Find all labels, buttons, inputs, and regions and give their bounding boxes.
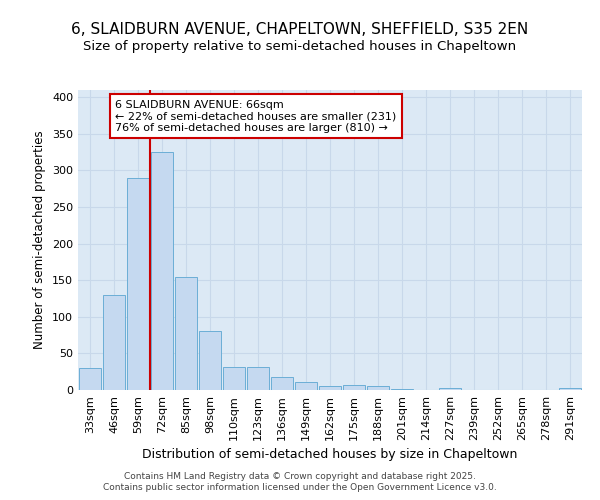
Bar bbox=[343, 385, 365, 390]
Bar bbox=[103, 295, 125, 390]
Bar bbox=[559, 388, 581, 390]
Bar bbox=[439, 388, 461, 390]
Text: Size of property relative to semi-detached houses in Chapeltown: Size of property relative to semi-detach… bbox=[83, 40, 517, 53]
Text: Contains HM Land Registry data © Crown copyright and database right 2025.
Contai: Contains HM Land Registry data © Crown c… bbox=[103, 472, 497, 492]
Bar bbox=[319, 386, 341, 390]
Bar bbox=[79, 368, 101, 390]
Y-axis label: Number of semi-detached properties: Number of semi-detached properties bbox=[34, 130, 46, 350]
Bar bbox=[271, 377, 293, 390]
Text: 6 SLAIDBURN AVENUE: 66sqm
← 22% of semi-detached houses are smaller (231)
76% of: 6 SLAIDBURN AVENUE: 66sqm ← 22% of semi-… bbox=[115, 100, 397, 132]
Bar bbox=[295, 382, 317, 390]
Text: 6, SLAIDBURN AVENUE, CHAPELTOWN, SHEFFIELD, S35 2EN: 6, SLAIDBURN AVENUE, CHAPELTOWN, SHEFFIE… bbox=[71, 22, 529, 38]
X-axis label: Distribution of semi-detached houses by size in Chapeltown: Distribution of semi-detached houses by … bbox=[142, 448, 518, 462]
Bar bbox=[247, 368, 269, 390]
Bar bbox=[127, 178, 149, 390]
Bar bbox=[199, 332, 221, 390]
Bar bbox=[151, 152, 173, 390]
Bar bbox=[223, 368, 245, 390]
Bar bbox=[367, 386, 389, 390]
Bar bbox=[391, 388, 413, 390]
Bar bbox=[175, 276, 197, 390]
